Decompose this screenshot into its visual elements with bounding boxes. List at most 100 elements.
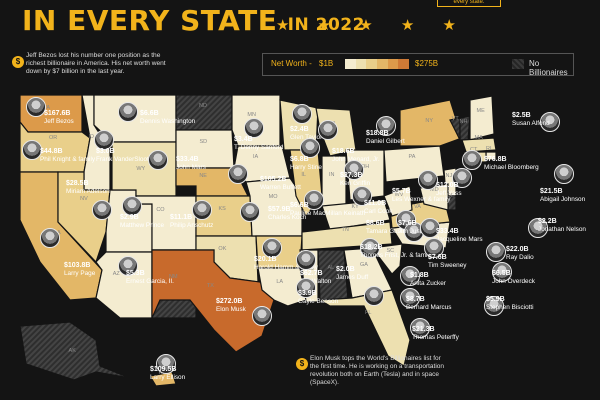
billionaire-name: Ray Dalio <box>506 253 534 261</box>
billionaire-label-hi: $109.5B Larry Ellison <box>150 366 185 381</box>
billionaire-name: Harold Hamm & family <box>254 263 318 271</box>
legend-ramp-step <box>398 59 410 69</box>
net-worth-value: $8.7B <box>406 296 425 303</box>
billionaire-label-nc: $7.6B Tim Sweeney <box>428 254 466 269</box>
portrait-wa <box>26 97 46 117</box>
billionaire-name: Miriam Adelson <box>66 187 110 195</box>
billionaire-label-ia: $6.8B Harry Stine <box>290 156 322 171</box>
legend-ramp-step <box>387 59 399 69</box>
billionaire-name: Philip Anschutz <box>170 221 214 229</box>
state-abbr-ne: NE <box>199 173 207 180</box>
portrait-ne <box>228 164 248 184</box>
state-abbr-la: LA <box>276 278 284 285</box>
billionaire-name: Dennis Washington <box>140 117 196 125</box>
no-billionaires-swatch <box>512 59 524 69</box>
portrait-pa <box>452 168 472 188</box>
billionaire-label-sd: $3.4B T. Denny Sanford <box>234 136 283 151</box>
billionaire-label-wi: $18.6B John Menard, Jr. <box>332 148 380 163</box>
portrait-az <box>118 256 138 276</box>
billionaire-name: Jim Walton <box>300 277 332 285</box>
portrait-wy <box>148 150 168 170</box>
page-title: IN EVERY STATE IN 2022 <box>22 4 365 37</box>
state-abbr-va: VA <box>414 204 421 210</box>
state-abbr-sc: SC <box>386 248 395 254</box>
billionaire-name: Jeff Bezos <box>44 117 74 125</box>
net-worth-value: $3.0B <box>96 148 115 155</box>
net-worth-value: $57.9B <box>268 206 291 213</box>
state-abbr-nj: NJ <box>445 172 453 179</box>
billionaire-label-nj: $6.5B John Overdeck <box>492 270 535 285</box>
net-worth-value: $7.6B <box>428 254 447 261</box>
state-abbr-id: ID <box>88 134 95 141</box>
note-icon-musk: $ <box>296 358 308 370</box>
net-worth-value: $272.0B <box>216 298 243 305</box>
portrait-ut <box>122 196 142 216</box>
net-worth-value: $6.5B <box>492 270 511 277</box>
billionaire-name: Tamara Gustavson <box>366 227 420 235</box>
billionaire-name: Gayle Benson <box>298 297 339 305</box>
billionaire-label-ri: $2.2B Jonathan Nelson <box>538 218 586 233</box>
billionaire-name: Charles Koch <box>268 213 307 221</box>
net-worth-value: $11.1B <box>170 214 193 221</box>
billionaire-label-ky: $8.6B Tamara Gustavson <box>366 220 420 235</box>
portrait-oh <box>418 170 438 190</box>
legend-ramp-step <box>366 59 378 69</box>
legend-min: $1B <box>319 59 334 68</box>
billionaire-name: Jim Justice <box>398 227 430 235</box>
portrait-sd <box>244 118 264 138</box>
legend-label: Net Worth - <box>271 59 312 68</box>
net-worth-value: $6.8B <box>290 156 309 163</box>
portrait-ma <box>554 164 574 184</box>
state-sc <box>370 243 403 275</box>
billionaire-name: Larry Ellison <box>150 373 186 381</box>
billionaire-label-oh: $5.7B Les Wexner & family <box>392 188 450 203</box>
state-abbr-ny: NY <box>425 118 434 124</box>
note-icon: $ <box>12 56 24 68</box>
net-worth-value: $33.4B <box>176 156 199 163</box>
billionaire-name: Matthew Prince <box>120 221 165 229</box>
billionaire-label-id: $3.0B Frank VanderSloot <box>96 148 149 163</box>
billionaire-label-ok: $20.1B Harold Hamm & family <box>254 256 318 271</box>
net-worth-value: $2.2B <box>538 218 557 225</box>
portrait-mi <box>376 116 396 136</box>
portrait-tn <box>360 238 380 258</box>
net-worth-value: $2.4B <box>290 126 309 133</box>
billionaire-label-me: $2.5B Susan Alfond <box>512 112 550 127</box>
billionaire-name: T. Denny Sanford <box>234 143 284 151</box>
legend-ramp-step <box>355 59 367 69</box>
billionaire-name: Michael Bloomberg <box>484 163 539 171</box>
state-abbr-vt: VT <box>451 116 459 122</box>
billionaire-name: James Duff <box>336 273 369 281</box>
billionaire-label-nv: $28.5B Miriam Adelson <box>66 180 110 195</box>
net-worth-value: $18.6B <box>332 148 355 155</box>
billionaire-name: Abigail Johnson <box>540 195 586 203</box>
billionaire-label-ms: $2.0B James Duff <box>336 266 368 281</box>
net-worth-value: $6.6B <box>290 202 309 209</box>
billionaire-label-fl: $21.3B Thomas Peterffy <box>412 326 459 341</box>
billionaire-label-ne: $105.2B Warren Buffett <box>260 176 301 191</box>
net-worth-value: $62.7B <box>300 270 323 277</box>
portrait-md <box>484 296 504 316</box>
billionaire-name: Ernest Garcia, II. <box>126 277 174 285</box>
net-worth-value: $109.5B <box>150 366 177 373</box>
billionaire-name: John Overdeck <box>492 277 535 285</box>
portrait-id <box>94 130 114 150</box>
billionaire-label-sc: $8.7B Bernard Marcus <box>406 296 451 311</box>
legend-ramp-step <box>345 59 356 69</box>
portrait-mn <box>292 104 312 124</box>
bezos-note: Jeff Bezos lost his number one position … <box>26 52 166 75</box>
billionaire-name: Phil Knight & family <box>40 155 96 163</box>
stars-decoration: ★ ★ ★ ★ ★ <box>276 17 468 34</box>
state-abbr-ia: IA <box>253 154 259 160</box>
billionaire-name: Larry Page <box>64 269 96 277</box>
billionaire-label-wa: $167.6B Jeff Bezos <box>44 110 74 125</box>
portrait-sc <box>400 288 420 308</box>
net-worth-value: $11.0B <box>364 200 387 207</box>
billionaire-name: Jeff Yass <box>436 189 462 197</box>
top-note: every state. <box>437 0 501 7</box>
net-worth-value: $6.6B <box>140 110 159 117</box>
billionaire-name: Harry Stine <box>290 163 322 171</box>
billionaire-label-ca: $103.8B Larry Page <box>64 262 95 277</box>
net-worth-value: $20.1B <box>254 256 277 263</box>
legend-no-billionaires: No Billionaires <box>529 59 568 77</box>
